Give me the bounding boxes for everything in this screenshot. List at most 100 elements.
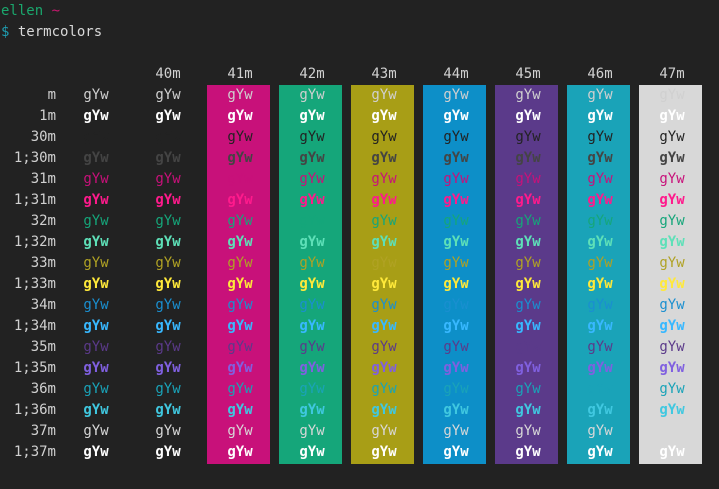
color-sample-cell: gYw [515, 171, 541, 187]
row-label: 1m [39, 108, 56, 124]
color-sample-cell: gYw [659, 171, 685, 187]
color-sample-cell: gYw [587, 297, 613, 313]
color-sample-cell: gYw [371, 444, 397, 460]
color-sample-cell: gYw [299, 255, 325, 271]
color-sample-cell: gYw [659, 213, 685, 229]
color-sample-cell: gYw [443, 360, 469, 376]
color-sample-cell: gYw [155, 234, 181, 250]
color-sample-cell: gYw [515, 318, 541, 334]
color-sample-cell: gYw [155, 108, 181, 124]
color-sample-cell: gYw [299, 276, 325, 292]
color-sample-cell: gYw [299, 87, 325, 103]
color-sample-cell: gYw [443, 444, 469, 460]
row-label: 37m [30, 423, 56, 439]
color-sample-cell: gYw [227, 444, 253, 460]
color-sample-cell: gYw [659, 108, 685, 124]
color-sample-cell: gYw [443, 171, 469, 187]
color-sample-cell: gYw [443, 129, 469, 145]
color-sample-cell: gYw [587, 444, 613, 460]
color-sample-cell: gYw [515, 360, 541, 376]
bg-column-47m [639, 85, 702, 464]
row-label: 1;32m [13, 234, 56, 250]
color-sample-cell: gYw [371, 192, 397, 208]
color-sample-cell: gYw [371, 171, 397, 187]
color-sample-cell: gYw [659, 318, 685, 334]
row-label: 1;35m [13, 360, 56, 376]
color-sample-cell: gYw [659, 192, 685, 208]
bg-column-42m [279, 85, 342, 464]
bg-column-45m [495, 85, 558, 464]
color-sample-cell: gYw [587, 87, 613, 103]
row-label: 35m [30, 339, 56, 355]
color-sample-cell: gYw [443, 276, 469, 292]
color-sample-cell: gYw [659, 444, 685, 460]
color-sample-cell: gYw [155, 129, 181, 145]
row-label: 31m [30, 171, 56, 187]
color-sample-cell: gYw [227, 339, 253, 355]
color-sample-cell: gYw [299, 129, 325, 145]
row-label: 36m [30, 381, 56, 397]
row-label: 1;36m [13, 402, 56, 418]
color-sample-cell: gYw [83, 192, 109, 208]
color-sample-cell: gYw [299, 213, 325, 229]
color-sample-cell: gYw [83, 339, 109, 355]
color-sample-cell: gYw [227, 276, 253, 292]
color-sample-cell: gYw [515, 192, 541, 208]
color-sample-cell: gYw [299, 444, 325, 460]
bg-column-46m [567, 85, 630, 464]
color-sample-cell: gYw [155, 381, 181, 397]
command-text: termcolors [17, 24, 103, 40]
color-sample-cell: gYw [299, 150, 325, 166]
color-sample-cell: gYw [371, 360, 397, 376]
color-sample-cell: gYw [299, 297, 325, 313]
color-sample-cell: gYw [587, 150, 613, 166]
color-sample-cell: gYw [227, 87, 253, 103]
color-sample-cell: gYw [587, 213, 613, 229]
color-sample-cell: gYw [155, 171, 181, 187]
color-sample-cell: gYw [371, 234, 397, 250]
color-sample-cell: gYw [155, 87, 181, 103]
color-sample-cell: gYw [371, 150, 397, 166]
color-sample-cell: gYw [83, 234, 109, 250]
column-header: 46m [587, 66, 613, 82]
column-header: 45m [515, 66, 541, 82]
column-header: 40m [155, 66, 181, 82]
row-label: 1;37m [13, 444, 56, 460]
color-sample-cell: gYw [443, 402, 469, 418]
color-sample-cell: gYw [83, 402, 109, 418]
color-sample-cell: gYw [515, 276, 541, 292]
color-sample-cell: gYw [515, 234, 541, 250]
color-sample-cell: gYw [299, 108, 325, 124]
color-sample-cell: gYw [83, 276, 109, 292]
bg-column-44m [423, 85, 486, 464]
prompt-username: ellen [1, 3, 44, 19]
color-sample-cell: gYw [659, 339, 685, 355]
color-sample-cell: gYw [155, 297, 181, 313]
color-sample-cell: gYw [587, 129, 613, 145]
color-sample-cell: gYw [443, 423, 469, 439]
color-sample-cell: gYw [299, 423, 325, 439]
color-sample-cell: gYw [587, 255, 613, 271]
color-sample-cell: gYw [659, 297, 685, 313]
color-sample-cell: gYw [227, 129, 253, 145]
color-sample-cell: gYw [299, 234, 325, 250]
color-sample-cell: gYw [443, 87, 469, 103]
color-sample-cell: gYw [83, 381, 109, 397]
color-sample-cell: gYw [227, 402, 253, 418]
color-sample-cell: gYw [515, 444, 541, 460]
color-sample-cell: gYw [155, 150, 181, 166]
color-sample-cell: gYw [83, 171, 109, 187]
color-sample-cell: gYw [155, 444, 181, 460]
color-sample-cell: gYw [443, 234, 469, 250]
row-label: 30m [30, 129, 56, 145]
color-sample-cell: gYw [515, 255, 541, 271]
color-sample-cell: gYw [371, 423, 397, 439]
column-header: 42m [299, 66, 325, 82]
color-sample-cell: gYw [227, 108, 253, 124]
color-sample-cell: gYw [659, 402, 685, 418]
row-label: 1;30m [13, 150, 56, 166]
color-sample-cell: gYw [443, 339, 469, 355]
color-sample-cell: gYw [659, 87, 685, 103]
color-sample-cell: gYw [443, 213, 469, 229]
color-sample-cell: gYw [227, 150, 253, 166]
